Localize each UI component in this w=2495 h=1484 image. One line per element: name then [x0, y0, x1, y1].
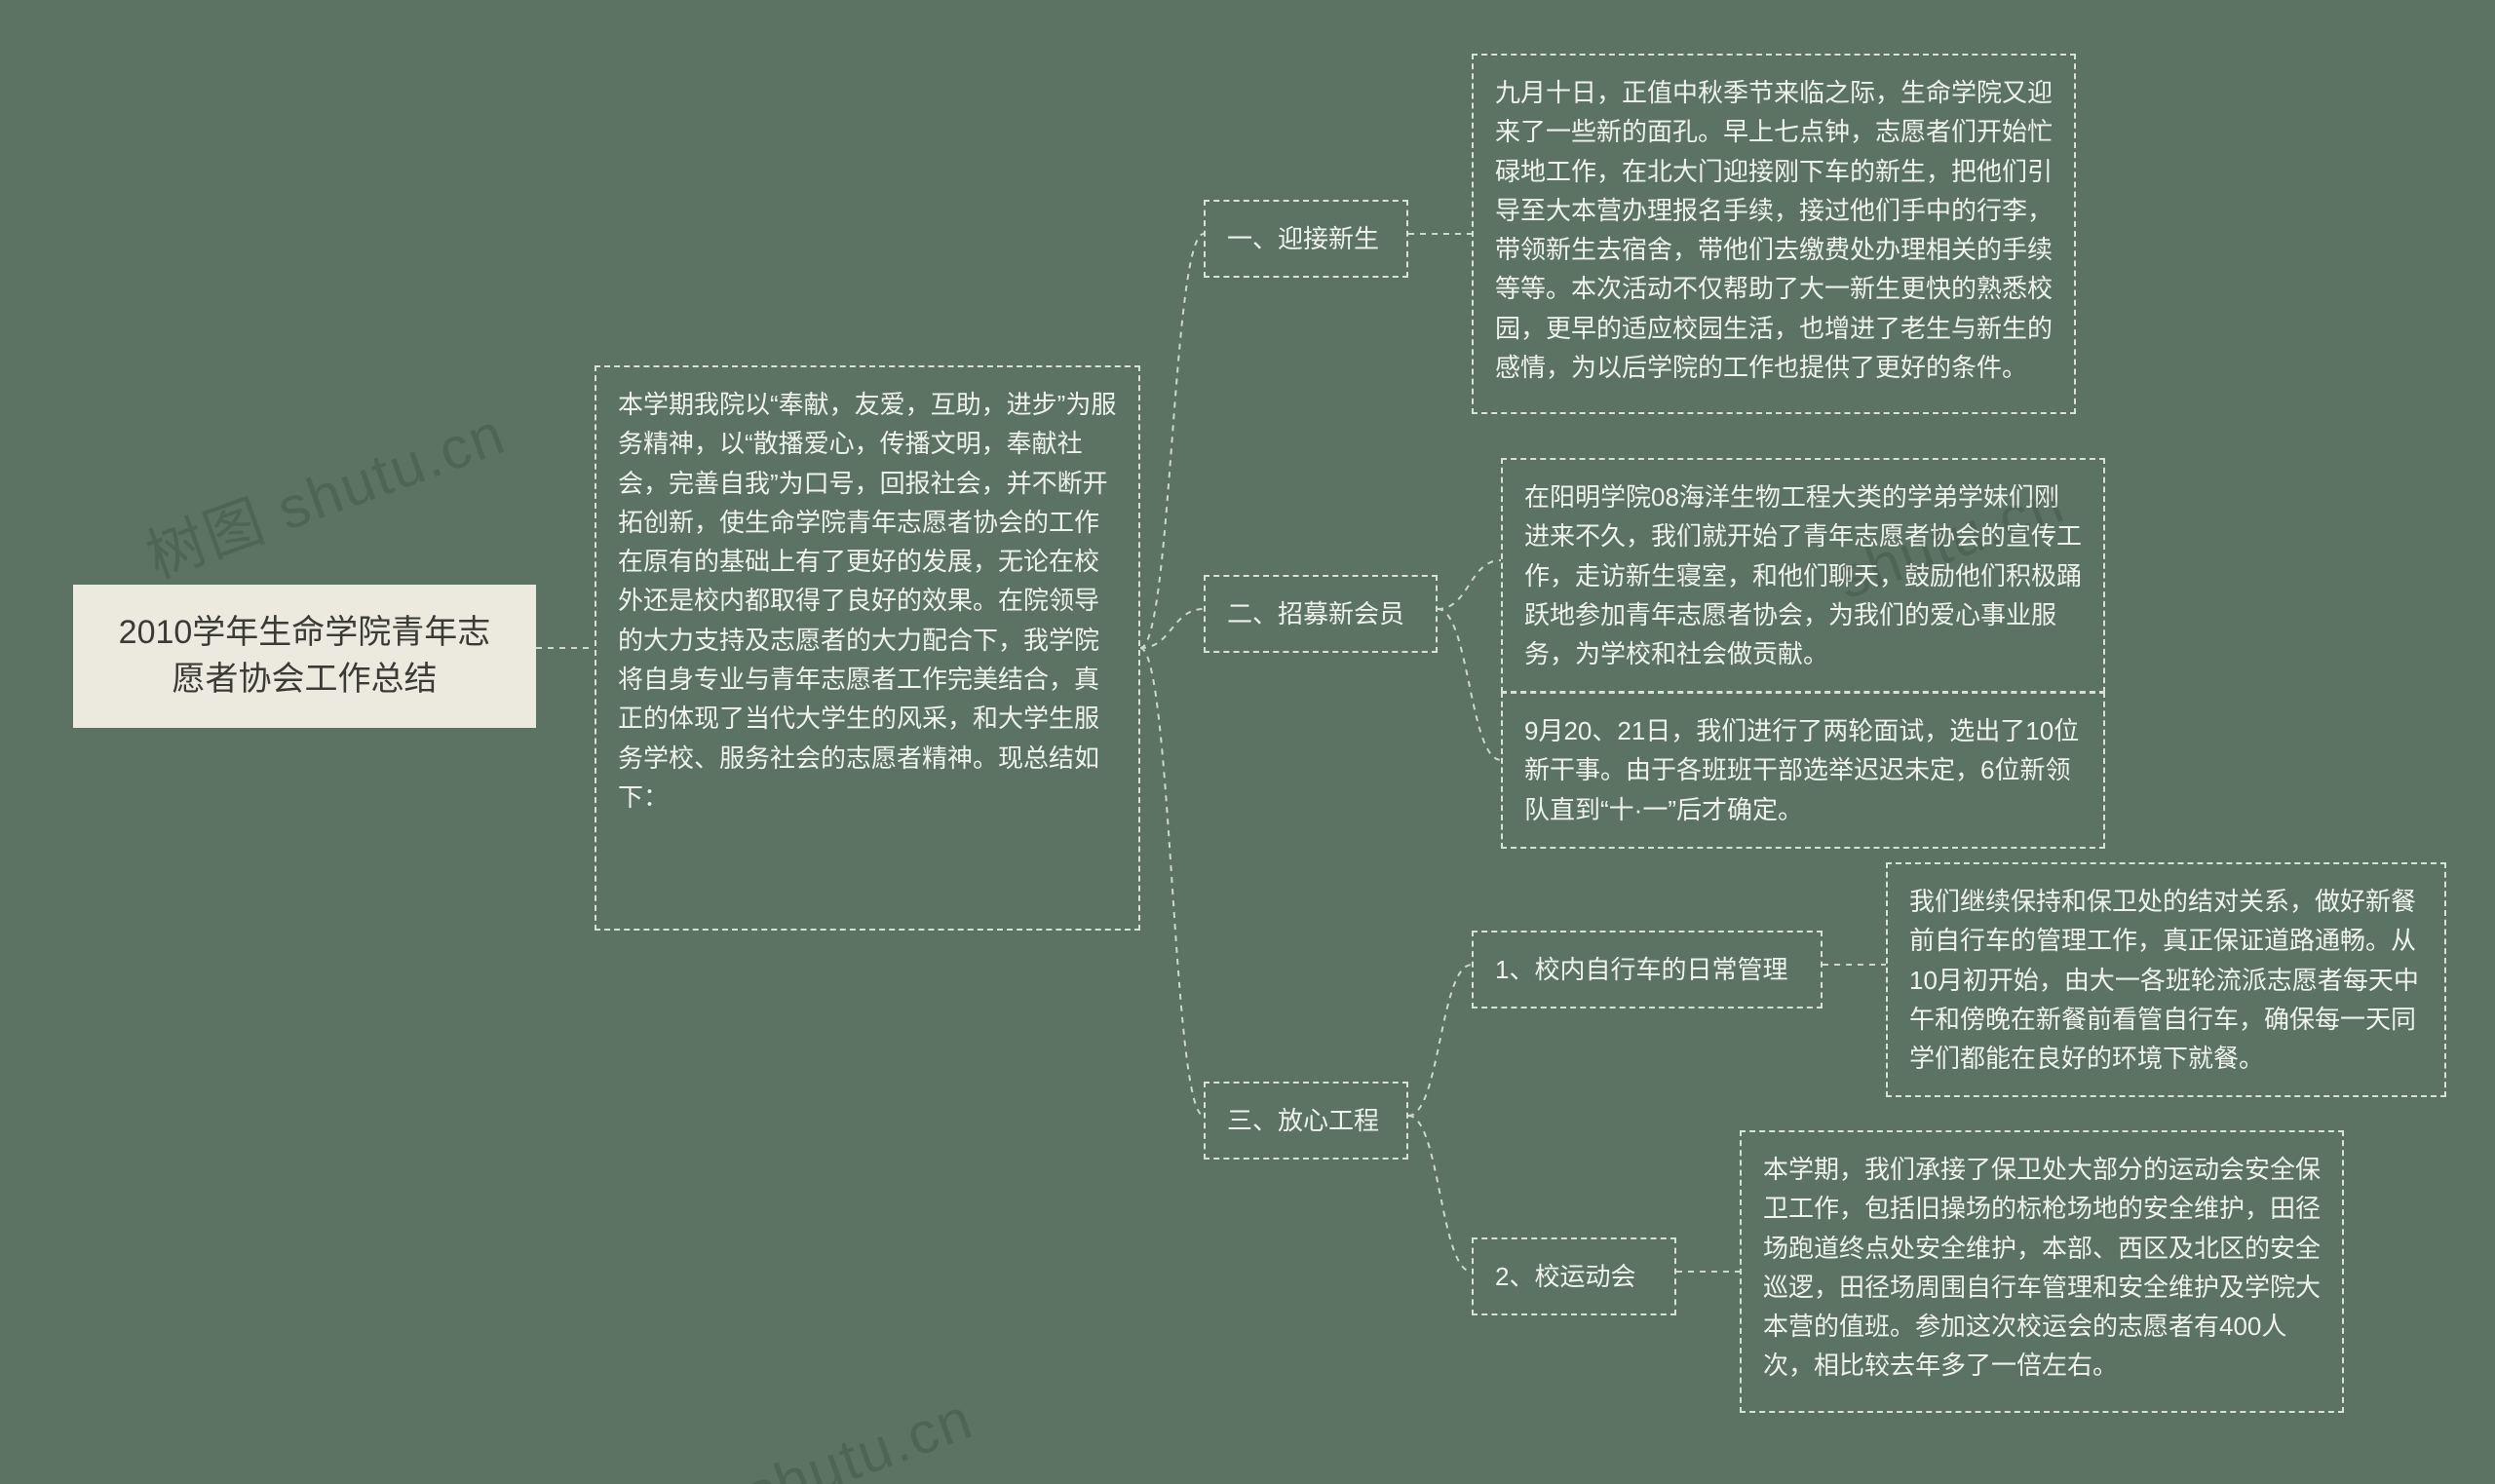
- section-3b-title: 2、校运动会: [1472, 1237, 1676, 1315]
- section-3b-detail: 本学期，我们承接了保卫处大部分的运动会安全保卫工作，包括旧操场的标枪场地的安全维…: [1740, 1130, 2344, 1413]
- root-node: 2010学年生命学院青年志愿者协会工作总结: [73, 585, 536, 728]
- link: [1140, 234, 1204, 648]
- mindmap-canvas: 2010学年生命学院青年志愿者协会工作总结 本学期我院以“奉献，友爱，互助，进步…: [0, 0, 2495, 1484]
- link: [1140, 648, 1204, 1116]
- watermark: shutu.cn: [737, 1385, 982, 1484]
- link: [1438, 560, 1501, 609]
- link: [1140, 609, 1204, 648]
- section-2-detail-1: 在阳明学院08海洋生物工程大类的学弟学妹们刚进来不久，我们就开始了青年志愿者协会…: [1501, 458, 2105, 693]
- link: [1408, 965, 1472, 1116]
- link: [1438, 609, 1501, 760]
- section-2-detail-2: 9月20、21日，我们进行了两轮面试，选出了10位新干事。由于各班班干部选举迟迟…: [1501, 692, 2105, 849]
- section-2-title: 二、招募新会员: [1204, 575, 1438, 653]
- link: [1408, 1116, 1472, 1272]
- section-1-title: 一、迎接新生: [1204, 200, 1408, 278]
- section-3a-detail: 我们继续保持和保卫处的结对关系，做好新餐前自行车的管理工作，真正保证道路通畅。从…: [1886, 862, 2446, 1097]
- section-3a-title: 1、校内自行车的日常管理: [1472, 931, 1823, 1008]
- section-1-detail: 九月十日，正值中秋季节来临之际，生命学院又迎来了一些新的面孔。早上七点钟，志愿者…: [1472, 54, 2076, 414]
- watermark: 树图 shutu.cn: [134, 387, 516, 595]
- intro-node: 本学期我院以“奉献，友爱，互助，进步”为服务精神，以“散播爱心，传播文明，奉献社…: [595, 365, 1140, 931]
- section-3-title: 三、放心工程: [1204, 1082, 1408, 1160]
